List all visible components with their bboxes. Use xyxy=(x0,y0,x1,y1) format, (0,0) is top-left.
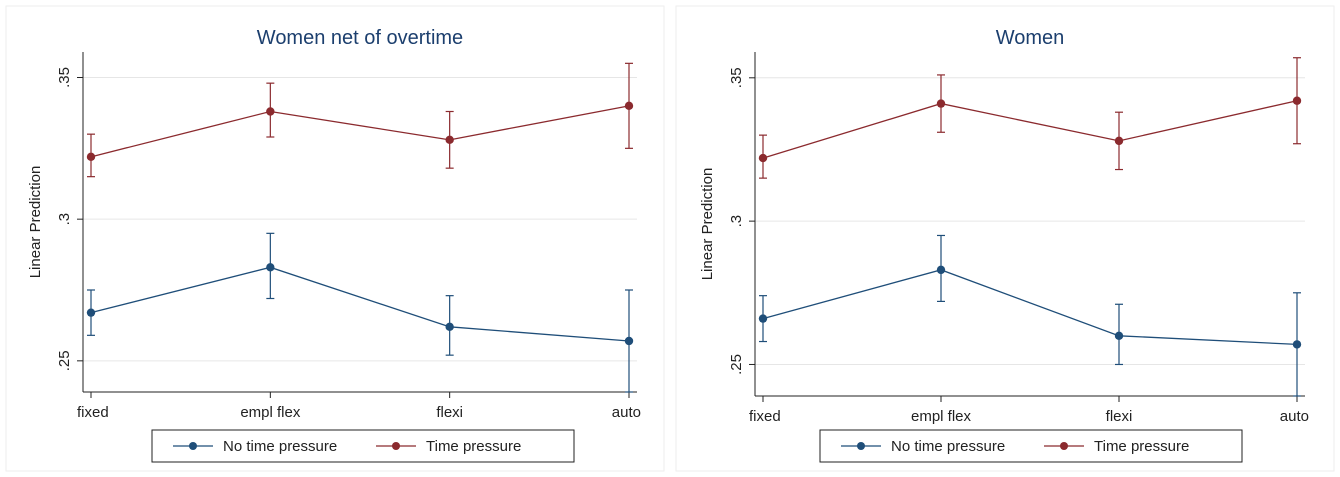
chart-panel-left: .25 .3 .35 fixed empl flex flexi auto Linear Pr… xyxy=(5,5,665,472)
data-point-no-pressure-left xyxy=(445,322,454,332)
data-point-no-pressure-left xyxy=(86,308,96,317)
legend-label-no-pressure-right: No time pressure xyxy=(891,438,1005,455)
series-line-pressure-right xyxy=(762,100,1298,159)
data-point-pressure-left xyxy=(266,107,275,116)
y-tick-label-right: .25 xyxy=(728,354,745,375)
data-point-pressure-right xyxy=(1292,96,1302,105)
series-line-no-pressure-left xyxy=(90,266,630,342)
y-tick-label-right: .3 xyxy=(728,215,745,228)
data-point-no-pressure-right xyxy=(1114,331,1124,340)
legend-box-left xyxy=(151,429,575,463)
data-point-pressure-left xyxy=(445,135,454,145)
data-point-no-pressure-right xyxy=(1292,340,1302,349)
x-tick-label-left: empl flex xyxy=(240,404,301,421)
y-tick-label-left: .3 xyxy=(56,213,73,226)
data-point-pressure-left xyxy=(624,101,634,111)
x-tick-label-right: empl flex xyxy=(911,408,972,425)
x-tick-label-right: fixed xyxy=(749,408,781,425)
x-tick-label-right: auto xyxy=(1280,408,1309,425)
data-point-no-pressure-left xyxy=(266,263,275,272)
legend-label-pressure-right: Time pressure xyxy=(1094,438,1189,455)
y-axis-title-left: Linear Prediction xyxy=(27,166,44,279)
data-point-pressure-left xyxy=(86,152,96,162)
data-point-no-pressure-left xyxy=(624,336,634,346)
x-tick-label-left: fixed xyxy=(77,404,109,421)
chart-title-right: Women xyxy=(996,27,1065,49)
x-tick-label-right: flexi xyxy=(1106,408,1133,425)
data-point-pressure-right xyxy=(936,99,946,108)
y-tick-label-left: .35 xyxy=(56,67,73,88)
x-tick-label-left: auto xyxy=(612,404,641,421)
y-tick-label-right: .35 xyxy=(728,67,745,88)
series-line-pressure-left xyxy=(90,105,630,158)
data-point-no-pressure-right xyxy=(758,314,768,323)
chart-panel-right: .25 .3 .35 fixed empl flex flexi auto Linear Pr… xyxy=(670,0,1340,477)
legend-box-right xyxy=(819,429,1243,463)
x-tick-label-left: flexi xyxy=(436,404,463,421)
chart-svg-left: .25 .3 .35 fixed empl flex flexi auto Linear Pr… xyxy=(5,5,665,472)
chart-frame-right xyxy=(675,5,1335,472)
chart-frame-left xyxy=(5,5,665,472)
legend-swatch-marker-no-pressure-left xyxy=(189,442,197,450)
y-axis-title-right: Linear Prediction xyxy=(699,168,716,281)
legend-label-pressure-left: Time pressure xyxy=(426,438,521,455)
legend-swatch-marker-pressure-right xyxy=(1060,442,1068,450)
legend-swatch-marker-no-pressure-right xyxy=(857,442,865,450)
data-point-pressure-right xyxy=(1114,136,1124,146)
legend-label-no-pressure-left: No time pressure xyxy=(223,438,337,455)
y-tick-label-left: .25 xyxy=(56,350,73,371)
data-point-no-pressure-right xyxy=(936,265,946,275)
series-line-no-pressure-right xyxy=(762,269,1298,346)
chart-svg-right: .25 .3 .35 fixed empl flex flexi auto Linear Pr… xyxy=(675,5,1335,472)
data-point-pressure-right xyxy=(758,153,768,163)
legend-swatch-marker-pressure-left xyxy=(392,442,400,450)
chart-title-left: Women net of overtime xyxy=(257,27,463,49)
